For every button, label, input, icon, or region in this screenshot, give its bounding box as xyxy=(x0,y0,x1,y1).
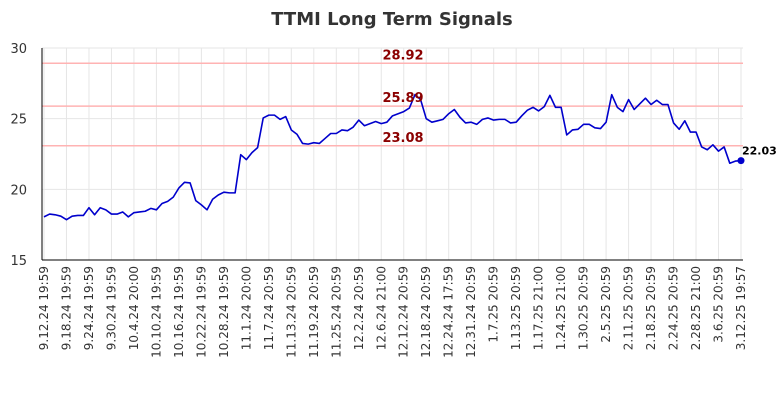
x-tick-label: 9.24.24 19:59 xyxy=(82,266,96,350)
y-tick-label: 15 xyxy=(10,254,27,269)
x-tick-label: 3.6.25 20:59 xyxy=(712,266,726,343)
x-tick-label: 9.12.24 19:59 xyxy=(37,266,51,350)
grid-lines xyxy=(42,47,743,261)
x-tick-label: 12.6.24 21:00 xyxy=(374,266,388,350)
x-tick-label: 10.16.24 19:59 xyxy=(172,266,186,358)
x-tick-label: 2.18.25 20:59 xyxy=(644,266,658,350)
x-tick-label: 1.7.25 20:59 xyxy=(487,266,501,343)
x-tick-label: 12.2.24 20:59 xyxy=(352,266,366,350)
x-tick-label: 11.25.24 20:59 xyxy=(329,266,343,358)
axes xyxy=(41,48,743,261)
x-tick-label: 2.24.25 20:59 xyxy=(667,266,681,350)
x-tick-labels: 9.12.24 19:59 9.18.24 19:59 9.24.24 19:59 9… xyxy=(37,266,748,358)
series-line xyxy=(43,93,742,221)
y-tick-labels: 15 20 25 30 xyxy=(10,42,27,269)
series-layer: 22.03 xyxy=(43,93,777,221)
x-tick-label: 1.24.25 21:00 xyxy=(554,266,568,350)
x-tick-label: 9.30.24 19:59 xyxy=(104,266,118,350)
x-tick-label: 10.4.24 20:00 xyxy=(127,266,141,350)
y-tick-label: 30 xyxy=(10,42,27,57)
y-tick-label: 20 xyxy=(10,183,27,198)
x-tick-label: 1.13.25 20:59 xyxy=(509,266,523,350)
x-tick-label: 10.22.24 19:59 xyxy=(194,266,208,358)
x-tick-label: 11.19.24 20:59 xyxy=(307,266,321,358)
x-tick-label: 2.28.25 21:00 xyxy=(689,266,703,350)
x-tick-label: 11.13.24 20:59 xyxy=(284,266,298,358)
reference-labels: 28.92 25.89 23.08 xyxy=(382,48,423,146)
x-tick-label: 10.28.24 19:59 xyxy=(217,266,231,358)
reference-label: 28.92 xyxy=(382,48,423,63)
reference-label: 25.89 xyxy=(382,91,423,106)
x-tick-label: 12.31.24 20:59 xyxy=(464,266,478,358)
x-tick-label: 11.1.24 20:00 xyxy=(239,266,253,350)
y-tick-label: 25 xyxy=(10,113,27,128)
x-tick-label: 9.18.24 19:59 xyxy=(59,266,73,350)
x-tick-label: 11.7.24 20:59 xyxy=(262,266,276,350)
x-tick-label: 10.10.24 19:59 xyxy=(149,266,163,358)
last-point-marker xyxy=(737,157,745,165)
last-value-label: 22.03 xyxy=(742,145,777,158)
reference-label: 23.08 xyxy=(382,131,423,146)
x-tick-label: 2.5.25 20:59 xyxy=(599,266,613,343)
x-tick-label: 1.30.25 20:59 xyxy=(577,266,591,350)
x-tick-label: 12.12.24 20:59 xyxy=(397,266,411,358)
x-tick-label: 12.18.24 20:59 xyxy=(419,266,433,358)
chart-title: TTMI Long Term Signals xyxy=(271,9,513,30)
x-tick-label: 3.12.25 19:57 xyxy=(734,266,748,350)
x-tick-label: 1.17.25 21:00 xyxy=(532,266,546,350)
x-tick-label: 12.24.24 17:59 xyxy=(442,266,456,358)
x-tick-label: 2.11.25 20:59 xyxy=(622,266,636,350)
